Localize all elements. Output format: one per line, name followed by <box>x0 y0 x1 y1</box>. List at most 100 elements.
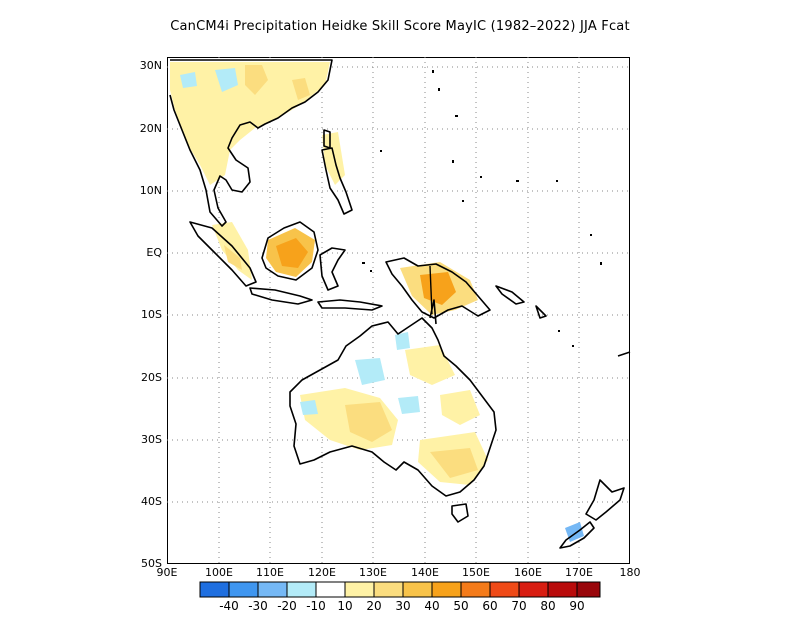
shade-se-asia <box>170 62 330 185</box>
lat-label-20s: 20S <box>141 371 162 384</box>
colorbar-swatch-9 <box>431 581 462 598</box>
colorbar-swatch-1 <box>199 581 230 598</box>
island-dot <box>362 262 365 264</box>
island-dots <box>362 70 602 347</box>
island-dot <box>558 330 560 332</box>
shade-blue-north <box>215 68 238 92</box>
shade-blue-northwest <box>180 72 197 88</box>
coastlines <box>169 59 631 549</box>
colorbar-label: 60 <box>482 599 498 613</box>
lat-label-30n: 30N <box>139 59 162 72</box>
colorbar-label: 90 <box>569 599 585 613</box>
island-dot <box>432 70 434 73</box>
colorbar-label: 20 <box>366 599 382 613</box>
shade-blue-australia-4 <box>395 332 410 350</box>
colorbar-label: 80 <box>540 599 556 613</box>
coast-nz-south <box>559 521 595 549</box>
colorbar-label: 40 <box>424 599 440 613</box>
island-dot <box>380 150 382 152</box>
colorbar-swatch-2 <box>228 581 259 598</box>
shade-sumatra <box>212 222 252 280</box>
shade-blue-australia-2 <box>398 396 420 414</box>
lat-label-50s: 50S <box>141 557 162 570</box>
lat-label-40s: 40S <box>141 495 162 508</box>
coast-java <box>249 287 313 305</box>
lon-label-120e: 120E <box>308 566 336 579</box>
shade-new-guinea-core <box>420 272 456 305</box>
coast-cape-york <box>429 299 437 325</box>
colorbar-swatch-8 <box>402 581 433 598</box>
island-dot <box>462 200 464 202</box>
shade-china-medium <box>292 78 310 100</box>
coast-fiji <box>617 351 631 357</box>
colorbar-swatch-14 <box>576 581 601 598</box>
colorbar-swatch-5 <box>315 581 346 598</box>
island-dot <box>516 180 519 182</box>
coast-australia <box>289 317 497 497</box>
coast-east-islands <box>535 305 547 319</box>
shade-blue-australia-1 <box>355 358 385 385</box>
island-dot <box>370 270 372 272</box>
shade-borneo-core <box>276 238 308 268</box>
coast-sumatra <box>189 221 257 287</box>
island-dot <box>480 176 482 178</box>
colorbar-swatch-10 <box>460 581 491 598</box>
shade-sumatra-medium <box>224 245 242 270</box>
colorbar-swatch-13 <box>547 581 578 598</box>
colorbar-swatch-6 <box>344 581 375 598</box>
map-frame <box>167 57 630 564</box>
lon-label-150e: 150E <box>462 566 490 579</box>
lon-label-90e: 90E <box>156 566 178 579</box>
colorbar-swatch-4 <box>286 581 317 598</box>
shade-philippines <box>322 132 345 185</box>
shade-australia-east <box>440 390 480 425</box>
shade-australia-central <box>345 402 392 442</box>
lon-label-170e: 170E <box>565 566 593 579</box>
colorbar-swatch-11 <box>489 581 520 598</box>
gridlines <box>167 57 630 564</box>
lon-label-130e: 130E <box>359 566 387 579</box>
lat-label-30s: 30S <box>141 433 162 446</box>
coast-new-guinea <box>385 257 491 319</box>
coast-tasmania <box>451 503 469 523</box>
colorbar-label: -40 <box>219 599 239 613</box>
island-dot <box>455 115 458 117</box>
coast-solomon <box>495 285 525 305</box>
shade-australia-southeast-medium <box>430 448 478 478</box>
colorbar-label: 30 <box>395 599 411 613</box>
colorbar-swatch-12 <box>518 581 549 598</box>
lon-label-180: 180 <box>619 566 641 579</box>
island-dot <box>556 180 558 182</box>
island-dot <box>438 88 440 91</box>
island-dot <box>572 345 574 347</box>
border-png-indonesia <box>429 265 433 315</box>
coast-philippines <box>321 147 353 215</box>
colorbar-label: -10 <box>306 599 326 613</box>
coast-asia-mainland <box>169 59 333 227</box>
island-dot <box>452 160 454 163</box>
colorbar-swatch-7 <box>373 581 404 598</box>
colorbar-label: 10 <box>337 599 353 613</box>
coast-sulawesi <box>319 247 346 291</box>
skill-shading <box>170 62 584 542</box>
coast-nz-north <box>585 479 625 521</box>
lat-label-20n: 20N <box>139 122 162 135</box>
island-dot <box>600 262 602 265</box>
colorbar <box>199 581 601 598</box>
shade-australia-north <box>405 345 455 385</box>
island-dot <box>590 234 592 236</box>
lat-label-10s: 10S <box>141 308 162 321</box>
shade-se-asia-medium <box>245 65 268 95</box>
colorbar-label: -30 <box>248 599 268 613</box>
lon-label-110e: 110E <box>256 566 284 579</box>
lon-label-140e: 140E <box>411 566 439 579</box>
coast-borneo <box>261 221 319 281</box>
lon-label-100e: 100E <box>205 566 233 579</box>
map-title: CanCM4i Precipitation Heidke Skill Score… <box>170 19 630 34</box>
lat-label-10n: 10N <box>139 184 162 197</box>
coast-lesser-sunda <box>317 299 383 311</box>
lat-label-eq: EQ <box>146 246 162 259</box>
colorbar-label: 50 <box>453 599 469 613</box>
shade-blue-australia-3 <box>300 400 318 415</box>
